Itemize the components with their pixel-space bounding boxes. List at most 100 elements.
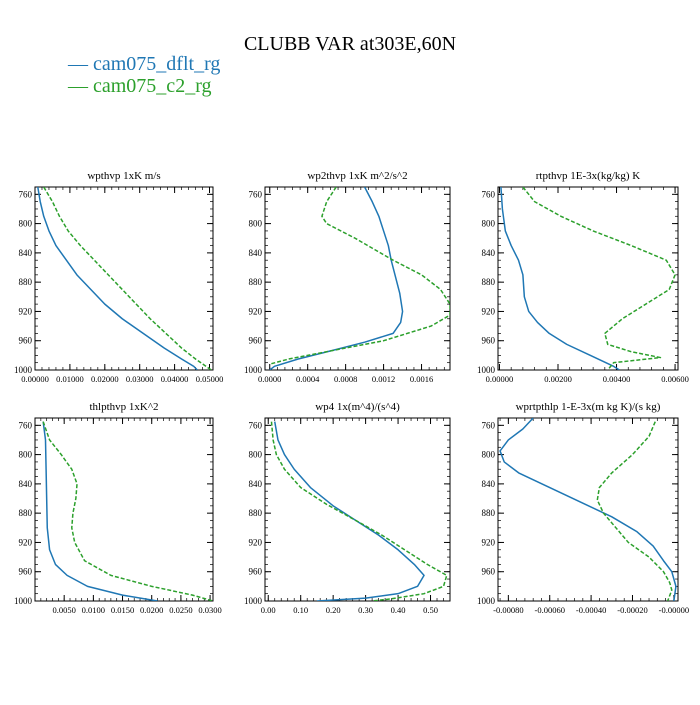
panel-6: wprtpthlp 1-E-3x(m kg K)/(s kg) 760 800 840…	[477, 401, 689, 615]
legend-entry-c2: — cam075_c2_rg	[67, 75, 212, 97]
y-tick-label: 840	[249, 248, 263, 258]
panel-title: wp4 1x(m^4)/(s^4)	[315, 401, 400, 413]
panel-title: thlpthvp 1xK^2	[89, 401, 158, 413]
x-tick-label: 0.0100	[82, 605, 105, 615]
x-tick-label: 0.0200	[140, 605, 163, 615]
figure-title: CLUBB VAR at303E,60N	[244, 33, 456, 55]
y-tick-label: 880	[482, 277, 496, 287]
panel-title: wp2thvp 1xK m^2/s^2	[307, 170, 407, 182]
y-tick-label: 1000	[14, 596, 33, 606]
y-tick-label: 960	[249, 336, 263, 346]
y-tick-label: 800	[482, 219, 496, 229]
y-tick-label: 880	[249, 277, 263, 287]
y-tick-label: 760	[482, 420, 496, 430]
y-tick-label: 760	[482, 189, 496, 199]
panel-3: rtpthvp 1E-3x(kg/kg) K 760 800 840 880 920 960…	[477, 170, 689, 384]
y-tick-label: 800	[482, 450, 496, 460]
plot-frame	[264, 417, 451, 602]
panel-2: wp2thvp 1xK m^2/s^2 760 800 840 880 920 960 100…	[244, 170, 451, 384]
plot-frame	[264, 186, 451, 371]
y-tick-label: 920	[249, 537, 263, 547]
x-tick-label: -0.00060	[534, 605, 564, 615]
y-tick-label: 1000	[477, 365, 496, 375]
y-tick-label: 880	[482, 508, 496, 518]
x-tick-label: 0.03000	[126, 374, 154, 384]
x-tick-label: 0.40	[391, 605, 406, 615]
plot-frame	[34, 417, 214, 602]
x-tick-label: 0.00200	[544, 374, 572, 384]
x-tick-label: -0.00040	[576, 605, 606, 615]
x-tick-label: 0.0050	[52, 605, 75, 615]
y-tick-label: 920	[19, 537, 33, 547]
x-tick-label: 0.0008	[334, 374, 357, 384]
y-tick-label: 1000	[244, 365, 263, 375]
x-tick-label: 0.50	[423, 605, 438, 615]
y-tick-label: 840	[19, 479, 33, 489]
x-tick-label: 0.30	[358, 605, 373, 615]
y-tick-label: 920	[19, 306, 33, 316]
y-tick-label: 1000	[14, 365, 33, 375]
y-tick-label: 840	[482, 248, 496, 258]
series-line-1	[274, 421, 425, 601]
y-tick-label: 880	[19, 508, 33, 518]
y-tick-label: 960	[482, 567, 496, 577]
y-tick-label: 840	[482, 479, 496, 489]
y-tick-label: 920	[482, 306, 496, 316]
y-tick-label: 760	[19, 189, 33, 199]
x-tick-label: 0.0016	[410, 374, 433, 384]
series-line-2	[270, 421, 448, 601]
y-tick-label: 760	[249, 189, 263, 199]
y-tick-label: 880	[19, 277, 33, 287]
y-tick-label: 840	[19, 248, 33, 258]
series-line-1	[500, 187, 620, 370]
panel-5: wp4 1x(m^4)/(s^4)76080084088092096010000…	[244, 401, 451, 615]
plot-frame	[497, 417, 679, 602]
y-tick-label: 960	[19, 336, 33, 346]
plot-frame	[34, 186, 214, 371]
series-line-2	[42, 421, 213, 601]
x-tick-label: 0.02000	[91, 374, 119, 384]
panel-title: rtpthvp 1E-3x(kg/kg) K	[536, 170, 641, 182]
y-tick-label: 800	[19, 219, 33, 229]
x-tick-label: -0.00080	[493, 605, 523, 615]
panel-1: wpthvp 1xK m/s 760 800 840 880 920 960 10000.00…	[14, 170, 223, 384]
series-line-1	[269, 187, 404, 370]
x-tick-label: 0.00000	[21, 374, 49, 384]
x-tick-label: 0.0250	[169, 605, 192, 615]
y-tick-label: 800	[249, 219, 263, 229]
x-tick-label: 0.00000	[486, 374, 514, 384]
y-tick-label: 800	[249, 450, 263, 460]
series-line-1	[37, 187, 198, 370]
y-tick-label: 760	[249, 420, 263, 430]
y-tick-label: 960	[482, 336, 496, 346]
x-tick-label: 0.0012	[372, 374, 395, 384]
x-tick-label: -0.00020	[617, 605, 647, 615]
y-tick-label: 800	[19, 450, 33, 460]
x-tick-label: 0.00400	[603, 374, 631, 384]
x-tick-label: 0.04000	[161, 374, 189, 384]
x-tick-label: 0.20	[326, 605, 341, 615]
y-tick-label: 920	[249, 306, 263, 316]
y-tick-label: 960	[249, 567, 263, 577]
x-tick-label: 0.05000	[196, 374, 224, 384]
x-tick-label: 0.0300	[198, 605, 221, 615]
x-tick-label: 0.0150	[111, 605, 134, 615]
x-tick-label: 0.0000	[258, 374, 281, 384]
x-tick-label: -0.00000	[659, 605, 689, 615]
series-line-1	[42, 421, 158, 601]
y-tick-label: 760	[19, 420, 33, 430]
series-line-2	[269, 187, 450, 365]
x-tick-label: 0.0004	[296, 374, 320, 384]
x-tick-label: 0.00600	[661, 374, 689, 384]
series-line-2	[596, 421, 673, 601]
y-tick-label: 1000	[477, 596, 496, 606]
x-tick-label: 0.01000	[56, 374, 84, 384]
series-line-2	[522, 187, 676, 370]
plot-frame	[497, 186, 679, 371]
y-tick-label: 960	[19, 567, 33, 577]
y-tick-label: 1000	[244, 596, 263, 606]
y-tick-label: 920	[482, 537, 496, 547]
x-tick-label: 0.00	[261, 605, 276, 615]
